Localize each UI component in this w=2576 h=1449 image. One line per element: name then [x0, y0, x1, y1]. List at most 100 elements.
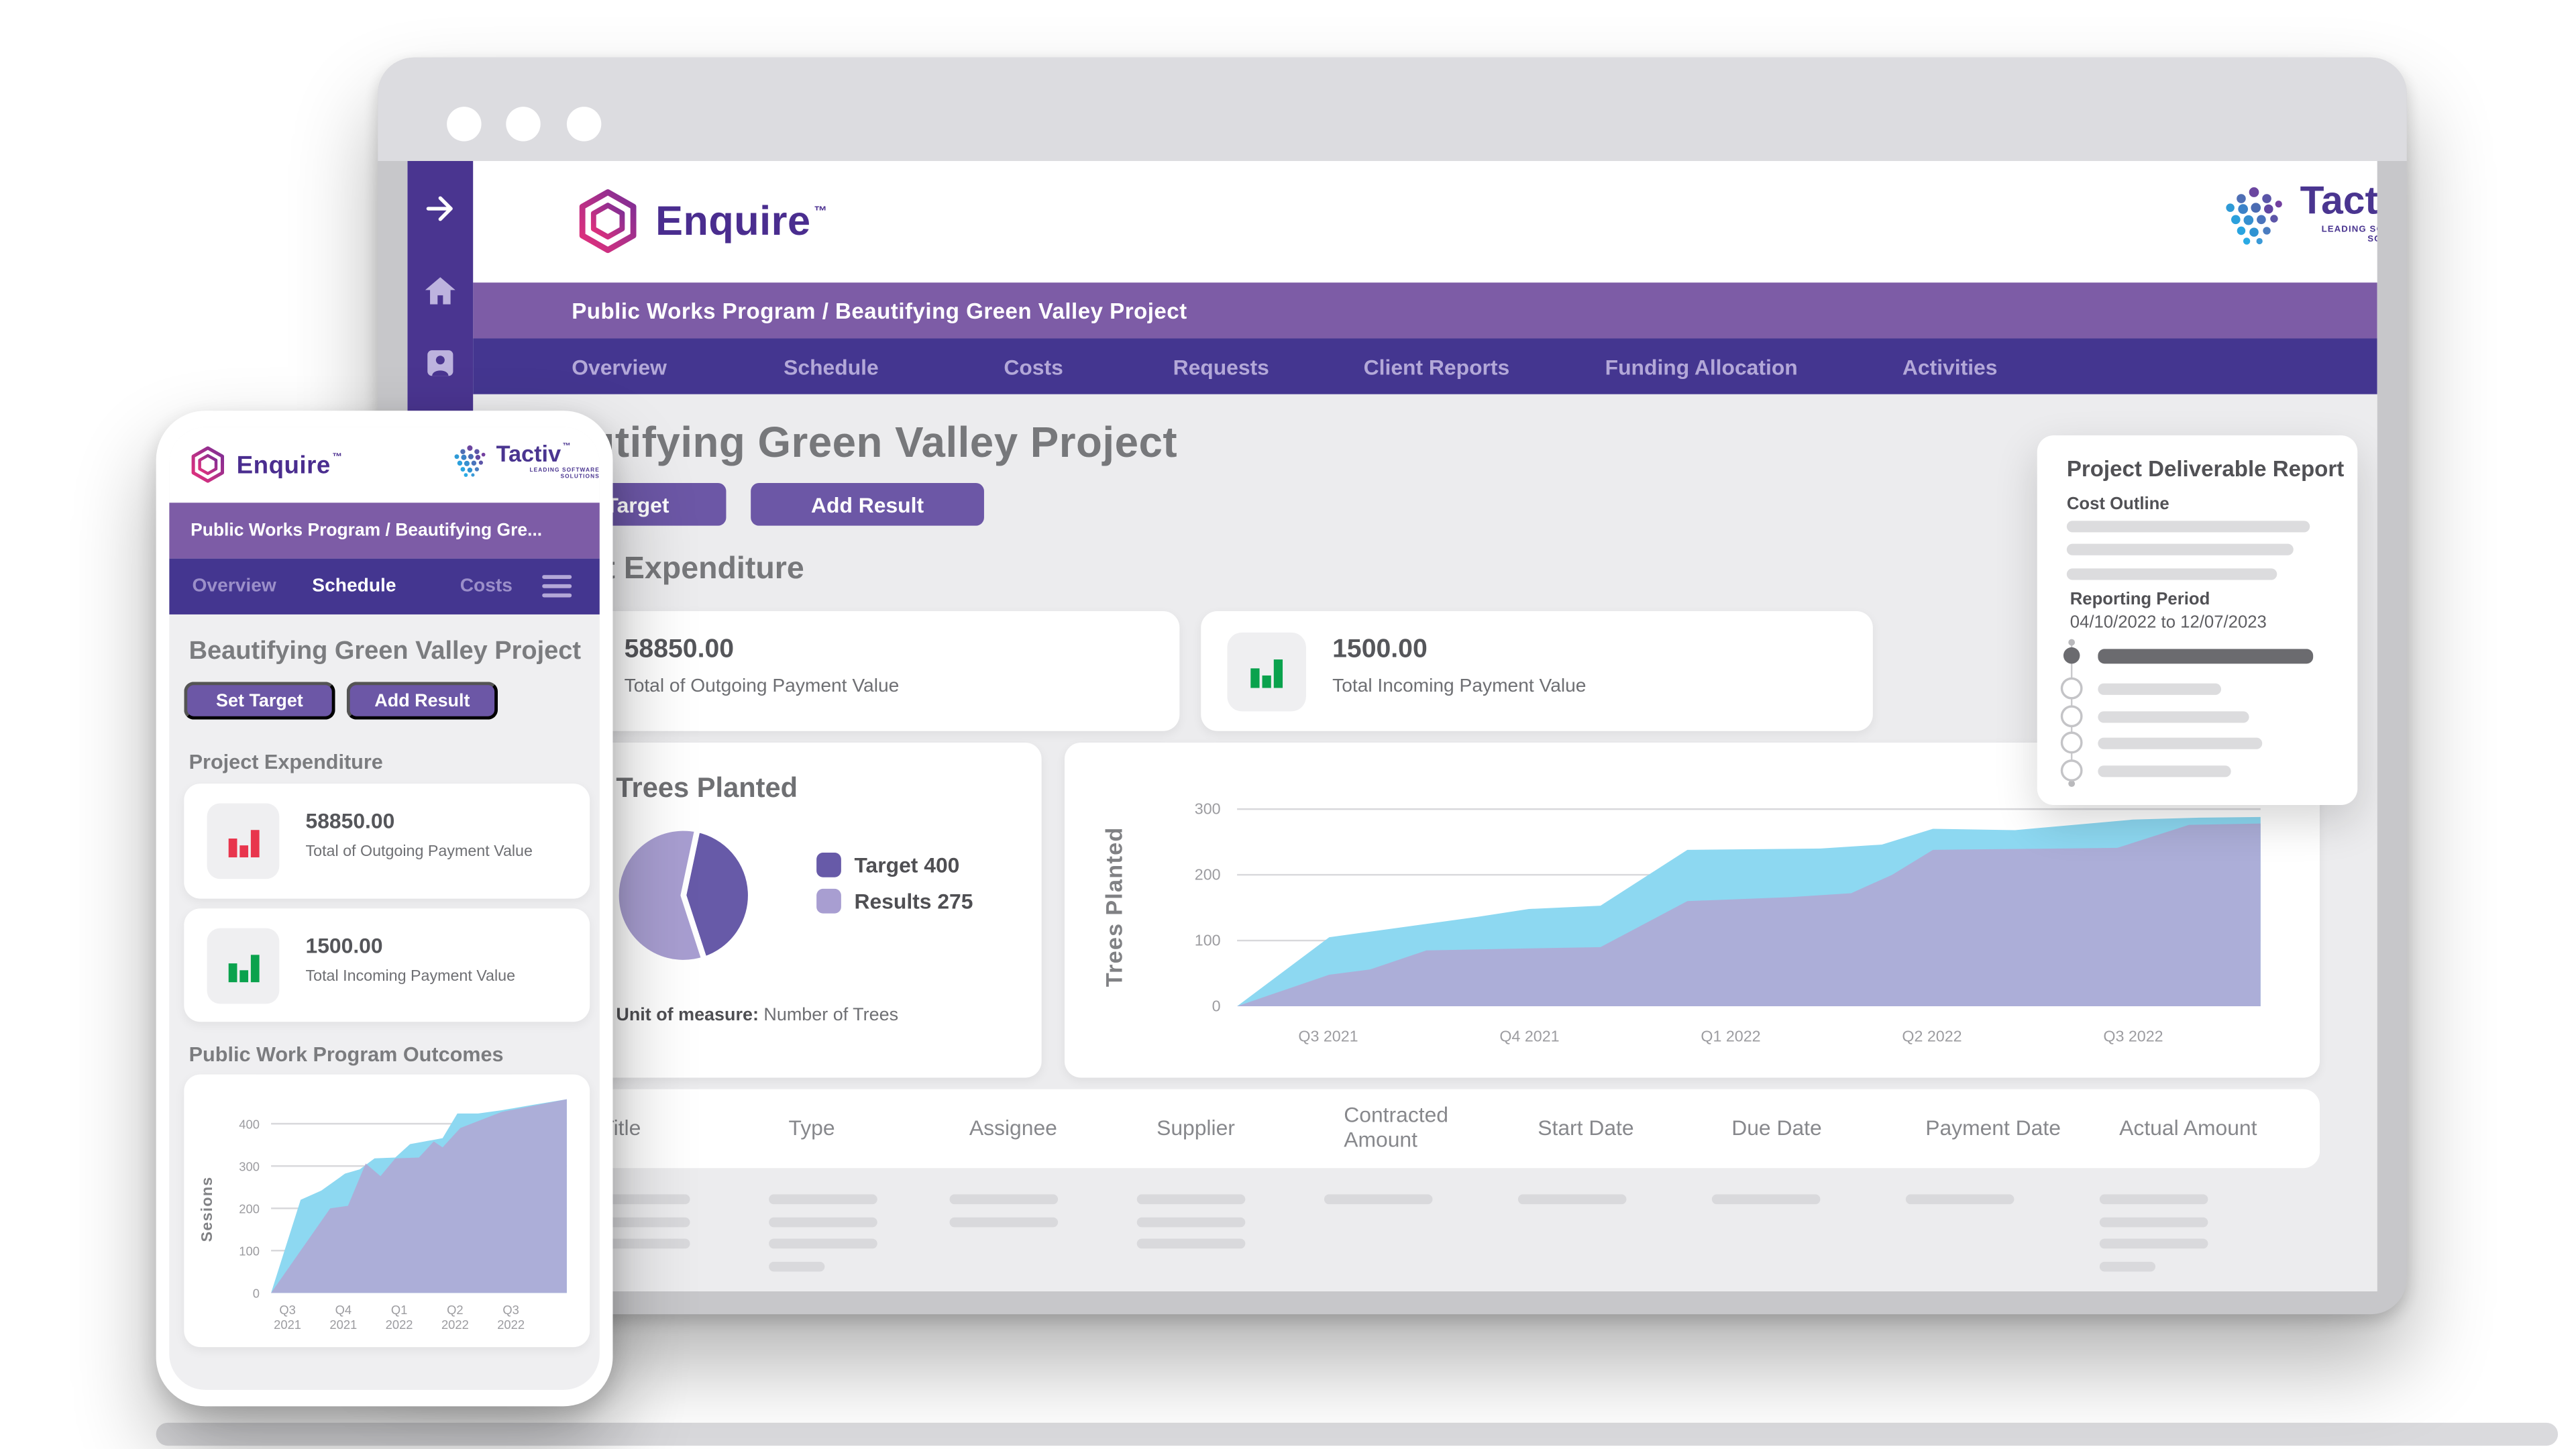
tab-activities[interactable]: Activities — [1902, 354, 1998, 379]
svg-text:Sesions: Sesions — [198, 1177, 215, 1242]
bar-chart-green-icon — [1227, 632, 1306, 712]
cost-outline-placeholder-bar — [2066, 543, 2294, 555]
col-type: Type — [788, 1114, 835, 1140]
incoming-label: Total Incoming Payment Value — [1332, 676, 1587, 697]
svg-text:2021: 2021 — [274, 1318, 301, 1332]
svg-text:Trees Planted: Trees Planted — [1102, 826, 1128, 987]
tab-costs[interactable]: Costs — [1004, 354, 1063, 379]
enquire-tm: ™ — [814, 203, 828, 218]
tab-requests[interactable]: Requests — [1173, 354, 1269, 379]
table-skeleton-bar — [1711, 1194, 1821, 1203]
window-dot-3[interactable] — [566, 107, 602, 142]
home-icon[interactable] — [422, 273, 458, 309]
svg-text:2022: 2022 — [386, 1318, 413, 1332]
legend-label-results: Results 275 — [854, 888, 973, 914]
bottom-shadow-strip — [156, 1422, 2559, 1446]
mobile-expenditure-heading: Project Expenditure — [189, 751, 383, 774]
svg-text:100: 100 — [1195, 931, 1221, 949]
mobile-outcomes-chart-card: 0 100 200 300 400 Q3 2021 Q4 2021 Q1 2022 Q2 2022 Q3 2… — [184, 1074, 590, 1348]
tab-schedule[interactable]: Schedule — [784, 354, 879, 379]
trees-pie-chart — [613, 825, 754, 966]
window-titlebar — [378, 57, 2407, 162]
mobile-bar-chart-red-icon — [207, 803, 280, 879]
mobile-set-target-button[interactable]: Set Target — [184, 682, 335, 720]
table-skeleton-bar — [1136, 1238, 1246, 1248]
mobile-tab-overview[interactable]: Overview — [192, 576, 276, 596]
col-supplier: Supplier — [1157, 1114, 1235, 1140]
mobile-outcomes-heading: Public Work Program Outcomes — [189, 1043, 504, 1067]
mobile-outcomes-chart: 0 100 200 300 400 Q3 2021 Q4 2021 Q1 2022 Q2 2022 Q3 2… — [184, 1075, 590, 1348]
table-skeleton-bar — [2099, 1238, 2208, 1248]
mobile-outgoing-label: Total of Outgoing Payment Value — [305, 843, 533, 861]
timeline-placeholder-bar — [2098, 765, 2231, 777]
mobile-page-title: Beautifying Green Valley Project — [189, 637, 582, 665]
window-dot-2[interactable] — [506, 107, 541, 142]
timeline-placeholder-bar — [2098, 648, 2314, 663]
table-skeleton-bar — [2099, 1217, 2208, 1227]
svg-text:0: 0 — [1212, 997, 1221, 1014]
unit-of-measure: Unit of measure: Number of Trees — [616, 1005, 899, 1026]
phone: Enquire ™ — [156, 411, 613, 1407]
tab-funding-allocation[interactable]: Funding Allocation — [1605, 354, 1798, 379]
table-skeleton-bar — [769, 1217, 877, 1227]
table-skeleton-bar — [1136, 1194, 1246, 1203]
arrow-right-icon[interactable] — [422, 191, 458, 227]
phone-screen: Enquire ™ — [169, 427, 600, 1390]
mobile-breadcrumb[interactable]: Public Works Program / Beautifying Gre..… — [191, 521, 543, 541]
app-viewport: Enquire ™ — [407, 161, 2377, 1291]
svg-text:Q1: Q1 — [391, 1303, 408, 1317]
table-skeleton-bar — [769, 1261, 825, 1271]
mobile-header: Enquire ™ — [169, 427, 600, 503]
tab-bar: Overview Schedule Costs Requests Client … — [473, 338, 2377, 394]
table-skeleton-bar — [2099, 1194, 2208, 1203]
hamburger-menu-icon[interactable] — [542, 575, 572, 598]
mobile-add-result-button[interactable]: Add Result — [346, 682, 498, 720]
add-result-button[interactable]: Add Result — [751, 483, 984, 526]
col-contracted-amount: Contracted Amount — [1344, 1102, 1449, 1152]
mobile-tab-schedule[interactable]: Schedule — [312, 576, 396, 596]
trees-area-chart: 0 100 200 300 Q3 2021 Q4 2021 Q1 2022 Q2 2022 Q3… — [1065, 743, 2320, 1078]
tab-overview[interactable]: Overview — [572, 354, 667, 379]
svg-text:Q3 2022: Q3 2022 — [2103, 1028, 2163, 1045]
report-period-value: 04/10/2022 to 12/07/2023 — [2070, 612, 2267, 633]
desktop-window: Enquire ™ — [378, 57, 2407, 1315]
mobile-enquire-tm: ™ — [332, 452, 343, 463]
deliverables-table-header: Title Type Assignee Supplier Contracted … — [492, 1089, 2320, 1169]
svg-text:Q2 2022: Q2 2022 — [1902, 1028, 1962, 1045]
incoming-value: 1500.00 — [1332, 635, 1428, 664]
window-dot-1[interactable] — [447, 107, 482, 142]
tab-client-reports[interactable]: Client Reports — [1363, 354, 1510, 379]
mobile-tactiv-tm: ™ — [562, 441, 571, 452]
svg-text:200: 200 — [1195, 865, 1221, 883]
svg-text:2021: 2021 — [329, 1318, 357, 1332]
svg-text:2022: 2022 — [497, 1318, 525, 1332]
mobile-outgoing-card: 58850.00 Total of Outgoing Payment Value — [184, 784, 590, 899]
table-skeleton-bar — [769, 1194, 877, 1203]
table-skeleton-bar — [1136, 1217, 1246, 1227]
col-due-date: Due Date — [1731, 1114, 1822, 1140]
timeline-placeholder-bar — [2098, 682, 2222, 694]
tactiv-subtitle: LEADING SOFTWARE SOLUTIONS — [2321, 225, 2377, 245]
mobile-incoming-card: 1500.00 Total Incoming Payment Value — [184, 908, 590, 1022]
svg-text:Q1 2022: Q1 2022 — [1701, 1028, 1760, 1045]
cost-outline-placeholder-bar — [2066, 521, 2310, 533]
svg-text:0: 0 — [253, 1287, 260, 1301]
outgoing-label: Total of Outgoing Payment Value — [624, 676, 900, 697]
timeline-placeholder-bar — [2098, 737, 2263, 749]
table-skeleton-bar — [769, 1238, 877, 1248]
svg-text:Q2: Q2 — [447, 1303, 464, 1317]
col-start-date: Start Date — [1538, 1114, 1634, 1140]
breadcrumb[interactable]: Public Works Program / Beautifying Green… — [572, 298, 1187, 323]
mobile-tab-costs[interactable]: Costs — [460, 576, 513, 596]
person-icon[interactable] — [422, 345, 458, 381]
mobile-enquire-logo-icon — [189, 445, 227, 485]
table-skeleton-bar — [1517, 1194, 1627, 1203]
svg-text:Q3 2021: Q3 2021 — [1298, 1028, 1358, 1045]
enquire-wordmark: Enquire — [655, 198, 811, 244]
svg-text:2022: 2022 — [441, 1318, 469, 1332]
svg-text:Q3: Q3 — [502, 1303, 519, 1317]
mobile-incoming-label: Total Incoming Payment Value — [305, 967, 516, 986]
tactiv-wordmark: Tactiv — [2300, 178, 2377, 224]
svg-text:200: 200 — [239, 1202, 260, 1216]
incoming-payment-card: 1500.00 Total Incoming Payment Value — [1201, 611, 1873, 731]
